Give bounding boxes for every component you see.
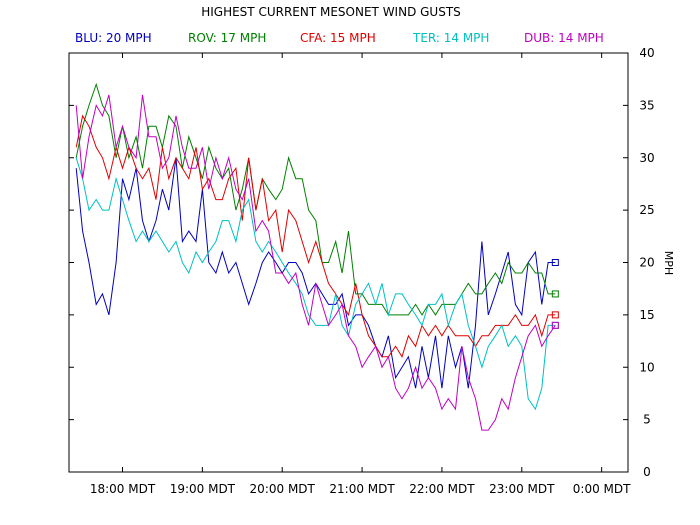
series-line-blu	[75, 157, 556, 389]
end-marker-rov	[551, 290, 559, 298]
end-markers	[551, 259, 559, 329]
series-line-cfa	[75, 114, 556, 359]
x-tick-label-4: 22:00 MDT	[409, 482, 475, 496]
x-axis: 18:00 MDT 19:00 MDT 20:00 MDT 21:00 MDT 22:0…	[90, 53, 631, 496]
legend-item-ter: TER: 14 MPH	[412, 31, 489, 45]
x-tick-label-3: 21:00 MDT	[329, 482, 395, 496]
y-tick-label-3: 15	[639, 308, 654, 322]
series-lines	[75, 82, 556, 431]
legend-item-rov: ROV: 17 MPH	[188, 31, 266, 45]
y-tick-label-6: 30	[639, 151, 654, 165]
legend-item-cfa: CFA: 15 MPH	[300, 31, 376, 45]
x-tick-label-1: 19:00 MDT	[170, 482, 236, 496]
legend: BLU: 20 MPH ROV: 17 MPH CFA: 15 MPH TER: 14…	[75, 31, 604, 45]
y-axis: 0 5 10 15 20 25 30 35 40	[69, 46, 655, 479]
end-marker-dub	[551, 321, 559, 329]
y-axis-title: MPH	[662, 251, 675, 275]
series-line-rov	[75, 82, 556, 316]
y-tick-label-5: 25	[639, 203, 654, 217]
series-line-ter	[75, 157, 556, 411]
y-tick-label-8: 40	[639, 46, 654, 60]
y-tick-label-0: 0	[643, 465, 651, 479]
x-tick-label-6: 0:00 MDT	[573, 482, 631, 496]
legend-item-blu: BLU: 20 MPH	[75, 31, 152, 45]
chart-title: HIGHEST CURRENT MESONET WIND GUSTS	[201, 5, 461, 19]
plot-frame	[68, 52, 629, 473]
y-tick-label-4: 20	[639, 256, 654, 270]
end-marker-cfa	[551, 311, 559, 319]
y-tick-label-1: 5	[643, 413, 651, 427]
y-tick-label-2: 10	[639, 360, 654, 374]
y-tick-label-7: 35	[639, 98, 654, 112]
series-line-dub	[75, 94, 556, 431]
end-marker-blu	[551, 259, 559, 266]
x-tick-label-2: 20:00 MDT	[250, 482, 316, 496]
x-tick-label-0: 18:00 MDT	[90, 482, 156, 496]
legend-item-dub: DUB: 14 MPH	[524, 31, 604, 45]
x-tick-label-5: 23:00 MDT	[489, 482, 555, 496]
